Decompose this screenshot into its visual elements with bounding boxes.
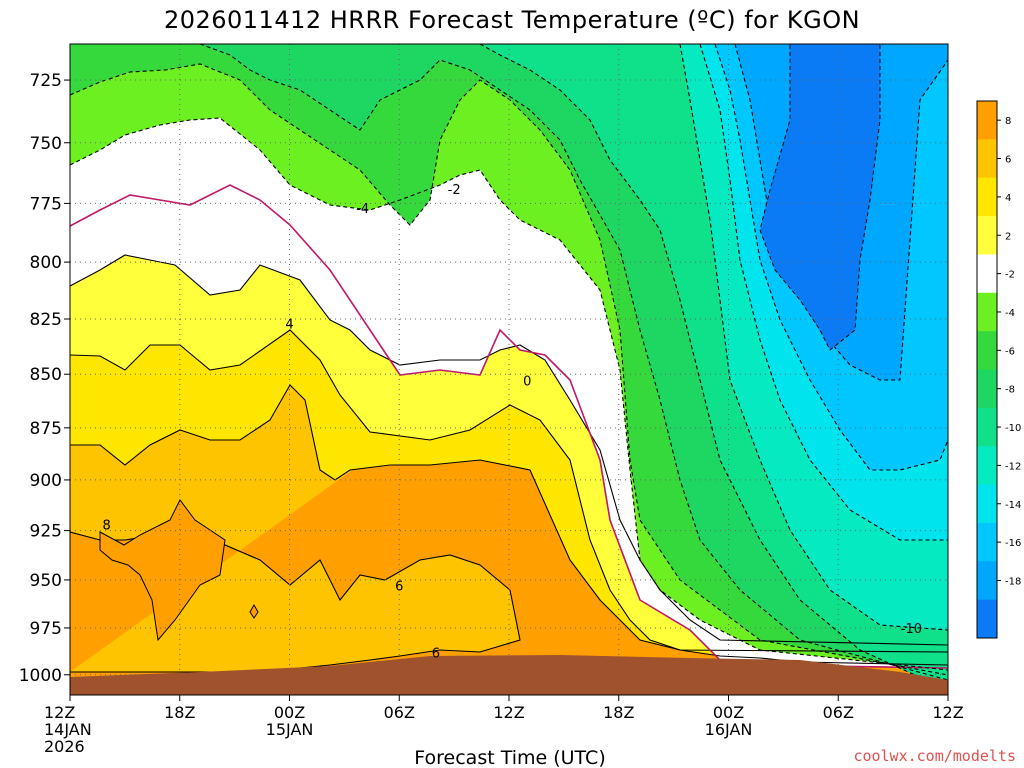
contour-labels: 8 4 -4 -2 0 6 6 -10: [102, 183, 922, 661]
contour-label: 6: [432, 646, 440, 661]
colorbar-frame: [976, 100, 998, 639]
y-tick-label: 800: [30, 253, 62, 273]
chart-title: 2026011412 HRRR Forecast Temperature (ºC…: [164, 6, 860, 34]
contour-label: 4: [285, 317, 293, 332]
grid-lines: [70, 44, 948, 695]
y-tick-label: 925: [30, 522, 62, 542]
contour-label: -2: [448, 183, 461, 198]
y-tick-label: 875: [30, 419, 62, 439]
colorbar-swatch: [977, 331, 997, 370]
colorbar-label: 4: [1005, 193, 1011, 204]
cold-pocket-minus18: [759, 44, 881, 351]
y-tick-label: 975: [30, 619, 62, 639]
x-tick-label: 06Z: [823, 703, 854, 722]
colorbar-label: 2: [1005, 231, 1011, 242]
x-tick-label: 00Z: [274, 703, 305, 722]
colorbar-swatch: [977, 177, 997, 217]
terrain-surface: [70, 655, 948, 695]
contour-line--10: [679, 44, 948, 631]
colorbar-label: -6: [1005, 346, 1015, 357]
colorbar-swatch: [977, 369, 997, 409]
credit-link[interactable]: coolwx.com/modelts: [853, 747, 1016, 765]
colorbar-swatch: [977, 407, 997, 447]
contour-label: 8: [102, 519, 110, 534]
contour-line-0: [70, 184, 948, 669]
colorbar-swatch: [977, 561, 997, 601]
colorbar-swatch: [977, 484, 997, 524]
contour-label: -10: [901, 622, 922, 637]
x-tick-label: 2026: [44, 737, 85, 756]
x-tick-label: 06Z: [384, 703, 415, 722]
y-tick-label: 750: [30, 134, 62, 154]
colorbar-label: -18: [1005, 576, 1021, 587]
y-tick-label: 950: [30, 571, 62, 591]
colorbar-swatch: [977, 254, 997, 294]
y-tick-label: 825: [30, 310, 62, 330]
contour-line--4: [70, 63, 948, 676]
colorbar-swatch: [977, 101, 997, 140]
colorbar-label: -2: [1005, 270, 1015, 281]
x-tick-label: 15JAN: [266, 720, 314, 739]
y-tick-label: 1000: [19, 666, 62, 686]
warm-pocket-8: [99, 499, 226, 642]
y-tick-label: 900: [30, 471, 62, 491]
colorbar-label: -14: [1005, 500, 1021, 511]
x-tick-label: 00Z: [713, 703, 744, 722]
x-axis-title: Forecast Time (UTC): [414, 747, 605, 768]
contour-label: 6: [395, 580, 403, 595]
band-colder-than--10: [70, 44, 948, 630]
x-tick-label: 16JAN: [705, 720, 753, 739]
colorbar-label: -16: [1005, 538, 1021, 549]
x-tick-label: 12Z: [932, 703, 963, 722]
x-tick-label: 12Z: [493, 703, 524, 722]
y-tick-label: 775: [30, 194, 62, 214]
x-tick-label: 14JAN: [44, 720, 92, 739]
colorbar-label: -4: [1005, 308, 1015, 319]
contour-label: 0: [523, 375, 531, 390]
colorbar-label: 6: [1005, 155, 1011, 166]
colorbar-swatch: [977, 216, 997, 255]
warm-pocket-6-small: [249, 603, 259, 619]
colorbar-label: -8: [1005, 385, 1015, 396]
colorbar-swatch: [977, 139, 997, 179]
contour-line--6: [199, 44, 948, 681]
x-tick-label: 18Z: [603, 703, 634, 722]
colorbar-label: -10: [1005, 423, 1021, 434]
y-axis: 725 750 775 800 825 850 875 900 925 950 975 1000: [19, 71, 70, 686]
colorbar: 8 6 4 2 -2 -4 -6 -8 -10 -12 -14 -16 -18: [976, 100, 1021, 639]
contour-label: -4: [356, 202, 369, 217]
y-tick-label: 850: [30, 365, 62, 385]
contour-line--12: [699, 44, 948, 541]
temperature-pockets: [99, 44, 881, 642]
contour-line--8: [479, 44, 948, 691]
colorbar-label: -12: [1005, 461, 1021, 472]
plot-area: [70, 44, 948, 695]
colorbar-swatch: [977, 292, 997, 332]
y-tick-label: 725: [30, 71, 62, 91]
colorbar-swatch: [977, 446, 997, 486]
contour-line--14: [714, 44, 948, 471]
x-tick-label: 18Z: [164, 703, 195, 722]
x-tick-label: 12Z: [44, 703, 75, 722]
colorbar-label: 8: [1005, 116, 1011, 127]
contour-line-2: [70, 254, 948, 646]
colorbar-swatch: [977, 522, 997, 562]
contour-line--2: [70, 117, 948, 671]
colorbar-swatch: [977, 599, 997, 639]
contour-line-4: [70, 329, 948, 653]
